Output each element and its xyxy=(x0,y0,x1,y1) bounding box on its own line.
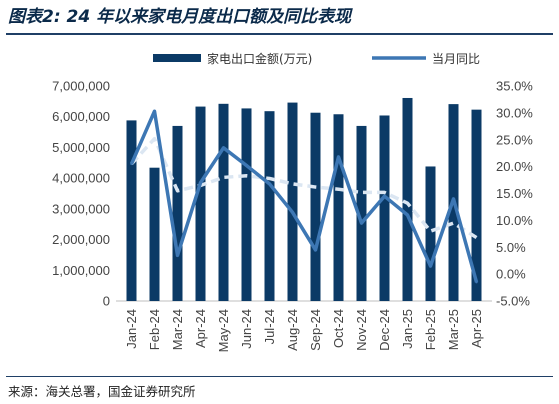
bar-exports xyxy=(241,108,252,302)
x-axis-tick-label: May-24 xyxy=(216,309,231,352)
bar-exports xyxy=(402,97,413,301)
legend-label-exports: 家电出口金额(万元) xyxy=(207,51,312,66)
point-yoy xyxy=(222,146,225,150)
right-axis-tick-label: -5.0% xyxy=(496,294,530,309)
right-axis-tick-label: 20.0% xyxy=(496,159,533,174)
right-axis-tick-label: 35.0% xyxy=(496,79,533,94)
bar-exports xyxy=(379,115,390,301)
right-axis-tick-label: 10.0% xyxy=(496,213,533,228)
right-axis-tick-label: 25.0% xyxy=(496,132,533,147)
bar-exports xyxy=(172,125,183,301)
x-axis-tick-label: Feb-25 xyxy=(423,309,438,350)
point-yoy xyxy=(429,264,432,268)
x-axis-tick-label: Feb-24 xyxy=(147,309,162,350)
x-axis-tick-label: Dec-24 xyxy=(377,309,392,351)
bar-exports xyxy=(287,102,298,301)
bar-exports xyxy=(218,103,229,301)
point-yoy xyxy=(452,197,455,201)
bar-exports xyxy=(126,120,137,302)
chart-title: 图表2: 24 年以来家电月度出口额及同比表现 xyxy=(8,7,352,27)
legend: 家电出口金额(万元) 当月同比 xyxy=(153,51,480,66)
right-axis-tick-label: 0.0% xyxy=(496,267,526,282)
left-axis-tick-label: 0 xyxy=(103,294,110,309)
footer-divider xyxy=(6,376,553,377)
left-axis-tick-label: 7,000,000 xyxy=(52,79,110,94)
point-yoy xyxy=(337,155,340,159)
x-axis-tick-label: Mar-24 xyxy=(170,309,185,350)
source-note: 来源：海关总署，国金证券研究所 xyxy=(8,384,196,399)
x-axis-tick-label: Nov-24 xyxy=(354,309,369,351)
right-axis-tick-label: 30.0% xyxy=(496,105,533,120)
x-axis-tick-label: Mar-25 xyxy=(446,309,461,350)
point-yoy xyxy=(360,221,363,225)
point-yoy xyxy=(130,162,133,166)
left-axis-tick-label: 5,000,000 xyxy=(52,140,110,155)
left-axis-tick-label: 2,000,000 xyxy=(52,232,110,247)
left-axis-tick-label: 6,000,000 xyxy=(52,109,110,124)
point-yoy xyxy=(475,280,478,284)
bar-exports xyxy=(471,109,482,302)
x-axis-tick-label: Apr-25 xyxy=(469,309,484,348)
chart: 家电出口金额(万元) 当月同比 0 1,000,000 2,000,000 3,000… xyxy=(52,51,533,353)
line-series-yoy xyxy=(129,109,479,283)
legend-swatch-exports xyxy=(153,54,201,62)
bar-exports xyxy=(425,166,436,301)
bar-exports xyxy=(149,167,160,301)
left-axis-tick-label: 3,000,000 xyxy=(52,201,110,216)
right-axis-tick-label: 5.0% xyxy=(496,240,526,255)
x-axis-tick-label: Jul-24 xyxy=(262,309,277,344)
x-axis-tick-label: Oct-24 xyxy=(331,309,346,348)
bar-exports xyxy=(333,114,344,301)
point-yoy xyxy=(314,248,317,252)
point-yoy xyxy=(406,213,409,217)
bar-exports xyxy=(195,106,206,301)
point-yoy xyxy=(176,254,179,257)
point-yoy xyxy=(291,211,294,214)
point-yoy xyxy=(268,182,271,186)
x-axis-tick-label: Sep-24 xyxy=(308,309,323,351)
plot-area: 0 1,000,000 2,000,000 3,000,000 4,000,000 5,0… xyxy=(52,79,533,353)
bar-exports xyxy=(356,125,367,301)
left-axis-tick-label: 4,000,000 xyxy=(52,171,110,186)
bar-exports xyxy=(264,111,275,301)
title-divider xyxy=(6,33,553,35)
x-axis-tick-label: Jan-24 xyxy=(124,309,139,349)
x-axis-tick-label: Aug-24 xyxy=(285,309,300,351)
left-axis-tick-label: 1,000,000 xyxy=(52,263,110,278)
x-axis-tick-label: Apr-24 xyxy=(193,309,208,348)
x-axis-tick-label: Jun-24 xyxy=(239,309,254,349)
point-yoy xyxy=(153,110,156,113)
right-axis-tick-label: 15.0% xyxy=(496,186,533,201)
point-yoy xyxy=(383,194,386,198)
bar-exports xyxy=(310,112,321,301)
line-series-dashed xyxy=(130,136,478,240)
point-yoy xyxy=(245,164,248,167)
point-yoy xyxy=(199,181,202,184)
legend-label-yoy: 当月同比 xyxy=(432,52,480,66)
x-axis-tick-label: Jan-25 xyxy=(400,309,415,349)
